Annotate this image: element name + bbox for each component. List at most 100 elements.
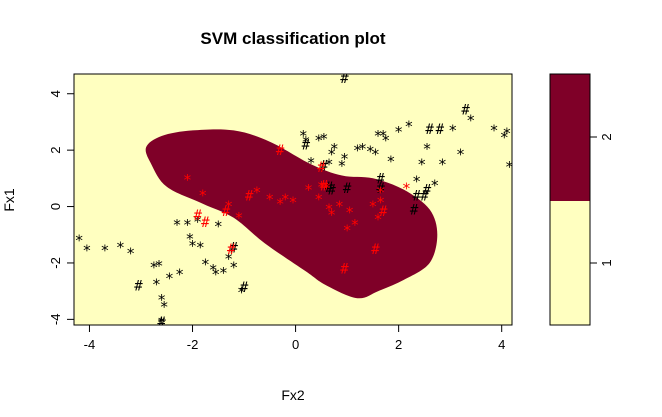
class1-point: * — [75, 232, 84, 250]
class1-point: # — [410, 202, 419, 218]
class1-point: * — [209, 261, 218, 279]
class1-point: * — [422, 140, 431, 158]
y-tick-label: 2 — [48, 147, 63, 154]
class1-point: * — [188, 237, 197, 255]
class1-point: # — [302, 138, 311, 154]
class2-point: * — [345, 203, 354, 221]
x-axis: -4 -2 0 2 4 — [84, 325, 505, 352]
class2-region — [145, 129, 438, 299]
class1-point: * — [412, 172, 421, 190]
class1-point: * — [214, 217, 223, 235]
class2-point: * — [265, 191, 274, 209]
class2-point: * — [368, 198, 377, 216]
class1-point: * — [193, 213, 202, 231]
class1-point: * — [353, 141, 362, 159]
class1-point: * — [173, 216, 182, 234]
class1-point: # — [436, 122, 445, 138]
class2-point: * — [288, 194, 297, 212]
plot-panel: ** * * ******** ************** *********** ***… — [73, 71, 514, 331]
class1-point: * — [319, 130, 328, 148]
class1-point: * — [456, 146, 465, 164]
class2-point: # — [276, 143, 285, 159]
class2-point: * — [376, 184, 385, 202]
class1-point: * — [165, 270, 174, 288]
class1-point: * — [175, 265, 184, 283]
x-tick-label: -4 — [84, 337, 96, 352]
class2-point: # — [317, 160, 326, 176]
x-tick-label: 2 — [395, 337, 402, 352]
class2-point: # — [201, 215, 210, 231]
class1-point: * — [160, 298, 169, 316]
class2-point: # — [320, 178, 329, 194]
class1-point: * — [307, 154, 316, 172]
class1-point: * — [149, 258, 158, 276]
class2-point: * — [350, 216, 359, 234]
class1-point: # — [343, 181, 352, 197]
class1-point: # — [376, 171, 385, 187]
plot-frame — [73, 73, 513, 326]
class2-point: # — [245, 188, 254, 204]
class1-point: * — [489, 122, 498, 140]
class1-point: * — [366, 143, 375, 161]
class1-point: * — [381, 131, 390, 149]
y-tick-label: -2 — [48, 257, 63, 269]
class1-point: # — [325, 180, 334, 196]
class1-point: * — [82, 241, 91, 259]
legend-label-2: 2 — [599, 133, 614, 140]
class1-point: * — [379, 127, 388, 145]
y-tick-label: -4 — [48, 314, 63, 326]
y-axis-label: Fx1 — [1, 188, 17, 212]
class1-point: * — [116, 239, 125, 257]
class2-point: # — [340, 262, 349, 278]
class1-point: * — [386, 153, 395, 171]
class2-point: * — [322, 179, 331, 197]
class1-point: * — [224, 250, 233, 268]
class2-point: * — [374, 210, 383, 228]
class1-point: * — [157, 313, 166, 331]
class1-point: # — [412, 188, 421, 204]
class1-point: * — [183, 216, 192, 234]
class1-point: * — [157, 291, 166, 309]
class1-point: # — [425, 122, 434, 138]
class1-point: # — [134, 279, 143, 295]
class1-point: * — [155, 257, 164, 275]
class1-point: * — [417, 155, 426, 173]
class1-point: # — [157, 315, 166, 331]
class1-point: * — [229, 258, 238, 276]
class1-point: # — [423, 183, 432, 199]
class1-point: * — [219, 264, 228, 282]
class1-point: * — [448, 122, 457, 140]
y-tick-label: 4 — [48, 90, 63, 97]
class1-point: * — [438, 155, 447, 173]
x-tick-label: 0 — [292, 337, 299, 352]
class1-point: * — [301, 133, 310, 151]
class1-point: # — [420, 188, 429, 204]
y-axis: -4 -2 0 2 4 — [48, 90, 74, 325]
class1-point: * — [466, 112, 475, 130]
class1-point: * — [358, 140, 367, 158]
legend-label-1: 1 — [599, 259, 614, 266]
class1-point: # — [327, 183, 336, 199]
class2-point: * — [335, 198, 344, 216]
class1-point: * — [196, 239, 205, 257]
legend-swatch-2 — [550, 74, 590, 201]
class1-point: # — [376, 181, 385, 197]
class1-point: * — [502, 124, 511, 142]
class1-point: * — [211, 265, 220, 283]
class1-point: * — [327, 146, 336, 164]
class2-point: * — [276, 195, 285, 213]
legend-swatch-1 — [550, 201, 590, 325]
class1-point: # — [320, 159, 329, 175]
class2-point: * — [314, 191, 323, 209]
class1-point: * — [500, 129, 509, 147]
class2-point: * — [343, 222, 352, 240]
class1-point: * — [325, 155, 334, 173]
class2-point: # — [193, 208, 202, 224]
class1-point: * — [185, 230, 194, 248]
class2-point: * — [317, 178, 326, 196]
class1-point: * — [330, 140, 339, 158]
class1-point: * — [340, 150, 349, 168]
class1-point: * — [505, 158, 514, 176]
class1-point: # — [340, 71, 349, 87]
